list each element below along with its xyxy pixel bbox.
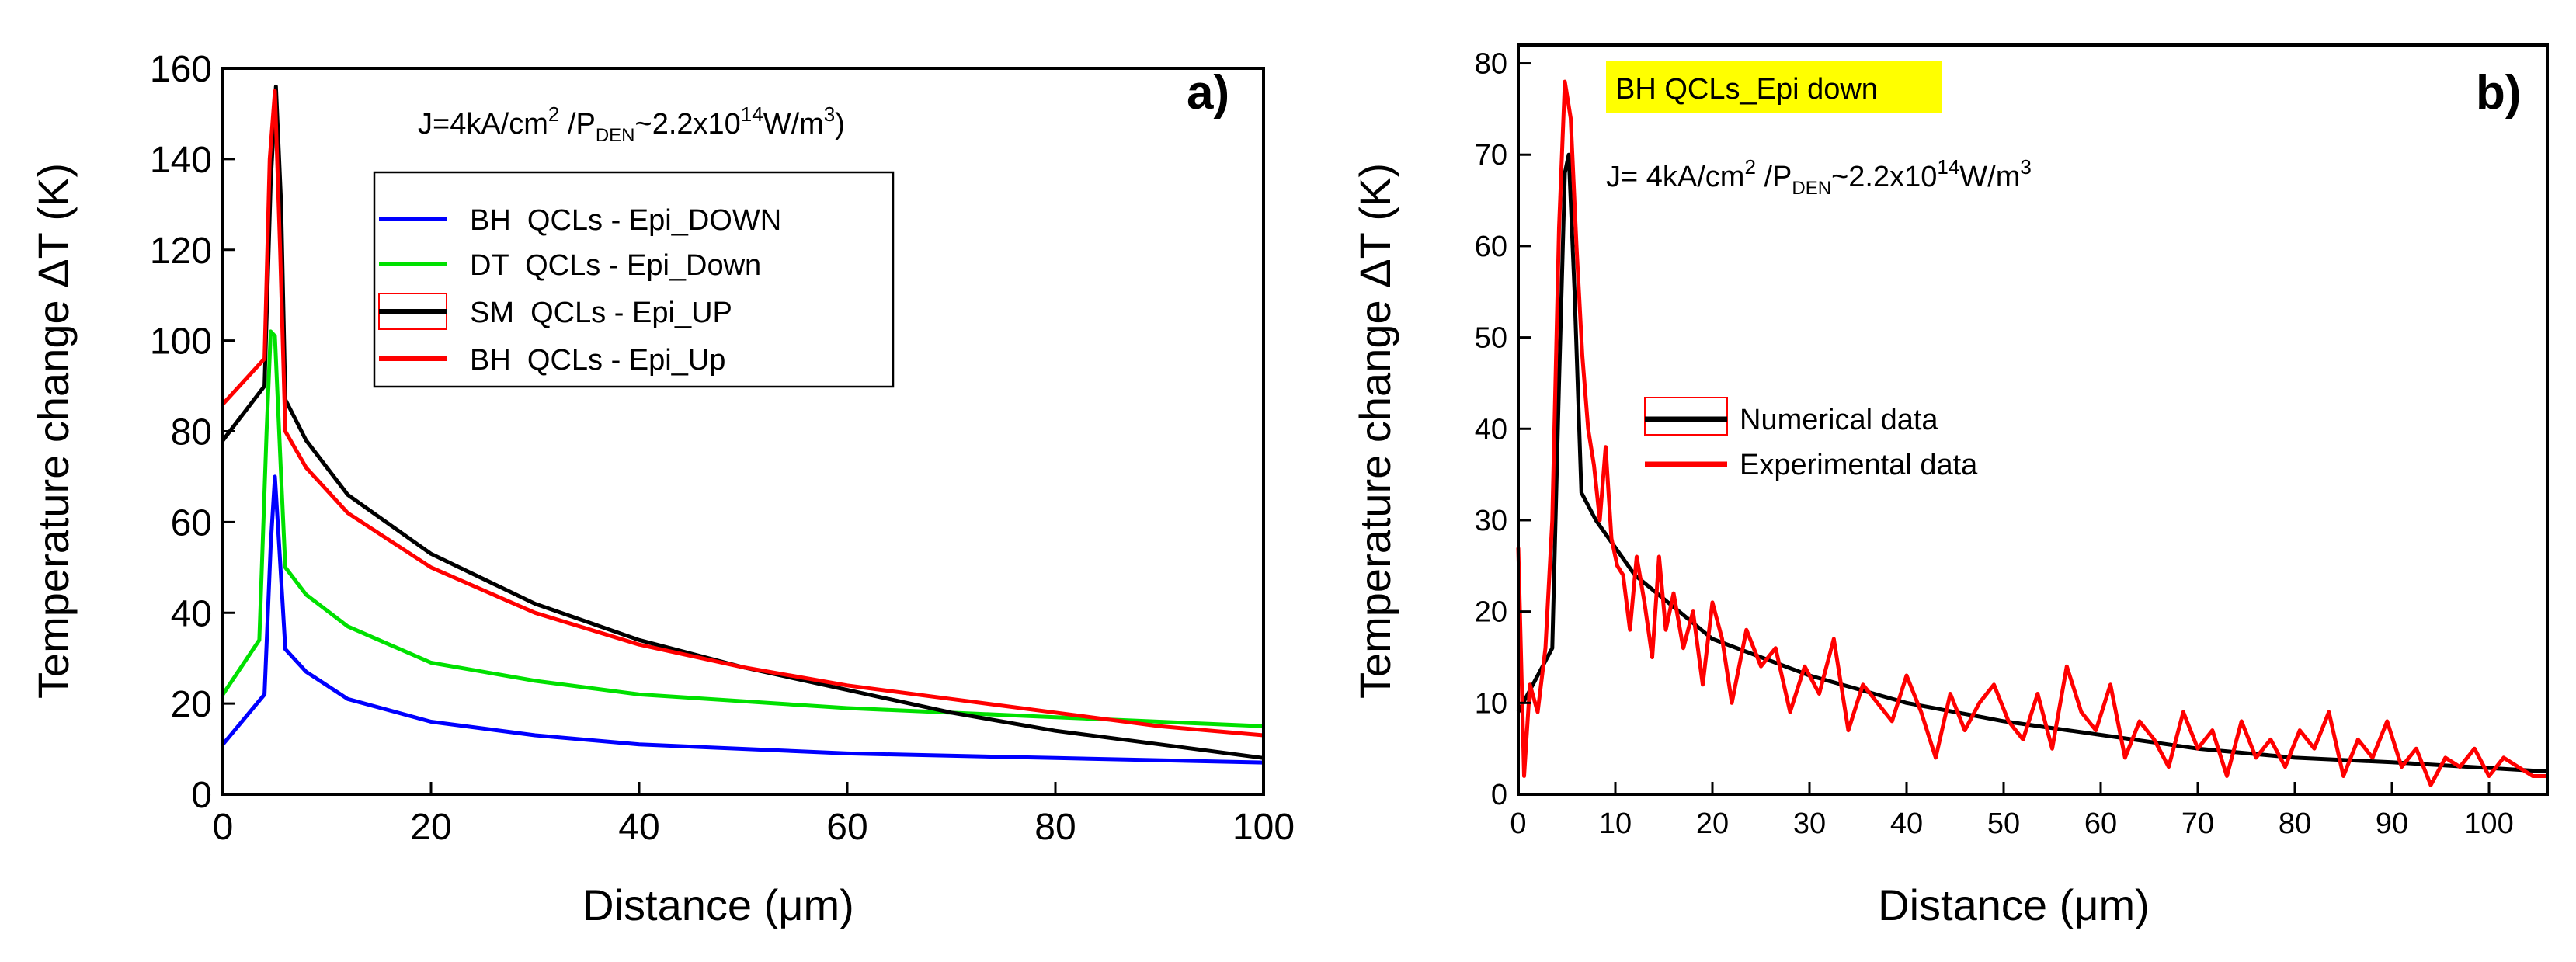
panel-b-label: b) bbox=[2476, 66, 2522, 120]
panel-b-legend: Numerical data Experimental data bbox=[1644, 397, 1978, 481]
panel-a-x-axis-title: Distance (μm) bbox=[582, 880, 854, 929]
panel-a-y-tick-label: 100 bbox=[150, 321, 212, 363]
panel-b-x-axis-title: Distance (μm) bbox=[1878, 880, 2150, 929]
panel-b-x-tick-label: 0 bbox=[1510, 807, 1526, 840]
panel-a-x-tick-label: 100 bbox=[1232, 807, 1295, 848]
legend-label-numerical: Numerical data bbox=[1740, 404, 1938, 436]
panel-b-y-tick-label: 20 bbox=[1475, 596, 1507, 629]
panel-b-x-tick-label: 40 bbox=[1890, 807, 1923, 840]
panel-a-chart: 0 20 40 60 80 100 0 20 40 60 80 100 120 140 160 a) J=4… bbox=[29, 49, 1295, 929]
panel-b-y-tick-label: 80 bbox=[1475, 48, 1507, 81]
panel-b-series-group bbox=[1516, 79, 2548, 787]
panel-a-annotation: J=4kA/cm2 /PDEN~2.2x1014W/m3) bbox=[418, 102, 845, 146]
panel-a-x-tick-label: 40 bbox=[618, 807, 659, 848]
panel-b-x-tick-label: 60 bbox=[2084, 807, 2117, 840]
panel-a-label: a) bbox=[1187, 66, 1229, 120]
panel-a-legend-box bbox=[373, 171, 895, 388]
panel-b-y-tick-label: 50 bbox=[1475, 322, 1507, 355]
panel-b-ticks: 0 10 20 30 40 50 60 70 80 90 100 0 10 20 30 40 50 60 70 80 bbox=[1475, 48, 2514, 840]
panel-b-chart: 0 10 20 30 40 50 60 70 80 90 10001020304050607080 … bbox=[1351, 43, 2549, 929]
panel-b-x-tick-label: 20 bbox=[1696, 807, 1729, 840]
panel-b-x-tick-label: 80 bbox=[2279, 807, 2311, 840]
legend-marker-numerical bbox=[1644, 397, 1728, 436]
panel-a-legend: BH QCLs - Epi_DOWN DT QCLs - Epi_Down SM… bbox=[373, 171, 895, 388]
panel-b-y-tick-label: 10 bbox=[1475, 687, 1507, 720]
panel-b-annotation: J= 4kA/cm2 /PDEN~2.2x1014W/m3 bbox=[1606, 155, 2032, 199]
panel-a-y-tick-label: 80 bbox=[171, 412, 212, 453]
legend-label-bh-epi-down: BH QCLs - Epi_DOWN bbox=[470, 204, 781, 237]
panel-b-x-tick-label: 10 bbox=[1599, 807, 1632, 840]
panel-b-y-tick-label: 0 bbox=[1491, 779, 1507, 811]
panel-b-x-tick-label: 70 bbox=[2181, 807, 2214, 840]
legend-label-experimental: Experimental data bbox=[1740, 449, 1978, 481]
panel-a-x-tick-label: 0 bbox=[213, 807, 234, 848]
panel-b-y-tick-label: 60 bbox=[1475, 231, 1507, 263]
panel-b-title-highlight bbox=[1606, 61, 1942, 113]
legend-label-bh-epi-up: BH QCLs - Epi_Up bbox=[470, 344, 725, 377]
panel-b-series-0-line bbox=[1516, 152, 2548, 774]
panel-a-y-tick-label: 20 bbox=[171, 684, 212, 725]
panel-a-y-axis-title: Temperature change ΔT (K) bbox=[29, 163, 78, 699]
panel-a-y-tick-label: 120 bbox=[150, 231, 212, 272]
legend-label-sm-epi-up: SM QCLs - Epi_UP bbox=[470, 297, 732, 329]
panel-b-plot-frame bbox=[1517, 43, 2549, 796]
panel-b-y-axis-title: Temperature change ΔT (K) bbox=[1351, 163, 1399, 699]
panel-a-series-group bbox=[221, 84, 1264, 765]
panel-b-y-tick-label: 40 bbox=[1475, 413, 1507, 446]
panel-a-y-tick-label: 60 bbox=[171, 502, 212, 544]
panel-a-series-3-line bbox=[221, 89, 1264, 738]
panel-b-title-box: BH QCLs_Epi down bbox=[1615, 73, 1878, 106]
panel-b-x-tick-label: 30 bbox=[1793, 807, 1826, 840]
panel-b-y-tick-label: 70 bbox=[1475, 139, 1507, 172]
panel-a-series-1-line bbox=[221, 329, 1264, 728]
panel-a-y-tick-label: 160 bbox=[150, 49, 212, 90]
panel-b-y-tick-label: 30 bbox=[1475, 505, 1507, 537]
panel-a-y-tick-label: 0 bbox=[191, 775, 212, 816]
panel-b-x-tick-label: 50 bbox=[1987, 807, 2020, 840]
panel-a-series-0-line bbox=[221, 474, 1264, 765]
panel-a-y-tick-label: 140 bbox=[150, 140, 212, 181]
panel-b-x-tick-label: 100 bbox=[2464, 807, 2513, 840]
panel-a-ticks: 0 20 40 60 80 100 0 20 40 60 80 100 120 140 160 bbox=[150, 49, 1295, 848]
panel-a-y-tick-label: 40 bbox=[171, 593, 212, 634]
panel-b-x-tick-label: 90 bbox=[2376, 807, 2408, 840]
panel-a-x-tick-label: 20 bbox=[410, 807, 451, 848]
panel-b-series-1-line bbox=[1516, 79, 2547, 787]
legend-label-dt-epi-down: DT QCLs - Epi_Down bbox=[470, 249, 761, 282]
panel-a-x-tick-label: 60 bbox=[826, 807, 867, 848]
panel-a-x-tick-label: 80 bbox=[1034, 807, 1076, 848]
